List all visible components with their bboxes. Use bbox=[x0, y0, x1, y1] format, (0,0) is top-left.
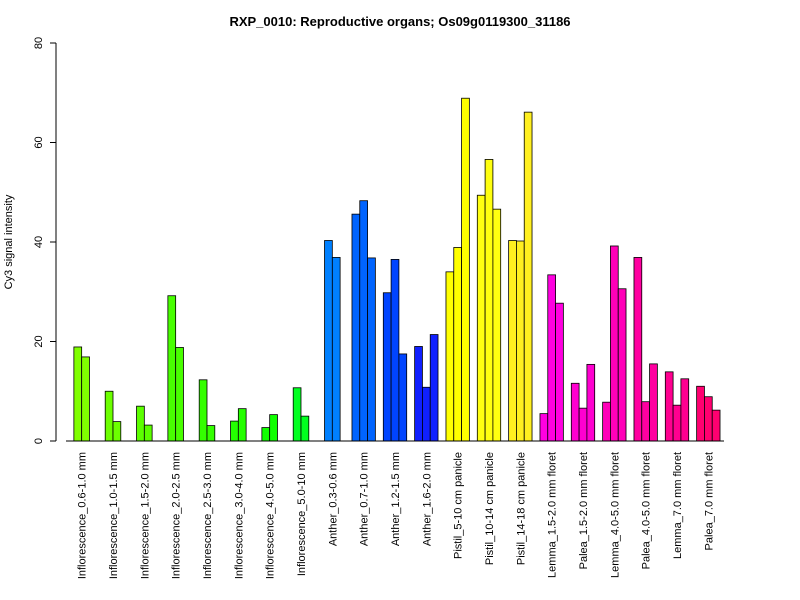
bar bbox=[104, 390, 114, 442]
x-tick-label: Palea_7.0 mm floret bbox=[703, 452, 715, 550]
x-tick-label: Lemma_4.0-5.0 mm floret bbox=[609, 452, 621, 578]
x-tick-label: Anther_0.7-1.0 mm bbox=[359, 452, 371, 546]
bar bbox=[429, 334, 439, 442]
bar bbox=[570, 382, 580, 442]
bar bbox=[390, 259, 400, 442]
bar bbox=[445, 271, 455, 442]
bar bbox=[143, 424, 153, 442]
bar bbox=[492, 208, 502, 442]
bar bbox=[230, 420, 239, 442]
bar bbox=[331, 257, 341, 442]
bar bbox=[649, 363, 658, 442]
bar bbox=[206, 425, 216, 442]
bar bbox=[367, 257, 376, 442]
x-tick-label: Lemma_7.0 mm floret bbox=[672, 452, 684, 559]
x-tick-label: Inflorescence_5.0-10 mm bbox=[296, 452, 308, 576]
bar bbox=[351, 213, 361, 442]
x-tick-label: Palea_1.5-2.0 mm floret bbox=[578, 452, 590, 569]
bar bbox=[300, 415, 310, 442]
bar bbox=[555, 302, 564, 442]
bar bbox=[453, 247, 462, 442]
x-tick-label: Anther_1.2-1.5 mm bbox=[390, 452, 402, 546]
y-tick-label: 20 bbox=[33, 335, 45, 347]
bar bbox=[586, 363, 596, 442]
bar bbox=[508, 240, 517, 442]
bar bbox=[547, 274, 556, 442]
bar bbox=[711, 409, 721, 442]
bar bbox=[382, 292, 392, 442]
bars-layer bbox=[73, 97, 721, 442]
bar bbox=[704, 396, 713, 442]
bar bbox=[484, 159, 494, 442]
chart-title: RXP_0010: Reproductive organs; Os09g0119… bbox=[229, 14, 570, 29]
bar bbox=[398, 353, 408, 442]
y-tick-label: 0 bbox=[33, 438, 45, 444]
bar bbox=[324, 240, 333, 442]
y-axis: 0 20 40 60 80 bbox=[33, 37, 57, 444]
bar bbox=[237, 408, 247, 442]
bar bbox=[476, 194, 486, 442]
x-tick-label: Inflorescence_4.0-5.0 mm bbox=[265, 452, 277, 579]
bar bbox=[167, 295, 177, 442]
bar bbox=[422, 386, 431, 442]
bar bbox=[680, 378, 690, 442]
bar bbox=[578, 407, 588, 442]
bar bbox=[198, 379, 208, 442]
category-labels: Inflorescence_0.6-1.0 mm Inflorescence_1.… bbox=[77, 452, 716, 579]
x-tick-label: Inflorescence_2.5-3.0 mm bbox=[202, 452, 214, 579]
x-tick-label: Inflorescence_0.6-1.0 mm bbox=[77, 452, 89, 579]
bar bbox=[414, 346, 423, 442]
x-tick-label: Lemma_1.5-2.0 mm floret bbox=[547, 452, 559, 578]
bar bbox=[617, 288, 627, 442]
bar bbox=[696, 385, 705, 442]
y-axis-label: Cy3 signal intensity bbox=[3, 194, 15, 289]
x-tick-label: Inflorescence_1.5-2.0 mm bbox=[139, 452, 151, 579]
bar bbox=[672, 404, 682, 442]
bar bbox=[610, 245, 619, 442]
x-tick-label: Palea_4.0-5.0 mm floret bbox=[641, 452, 653, 569]
bar bbox=[81, 356, 90, 442]
bar bbox=[602, 401, 611, 442]
bar bbox=[136, 405, 145, 442]
x-tick-label: Inflorescence_3.0-4.0 mm bbox=[233, 452, 245, 579]
bar bbox=[664, 371, 674, 442]
x-tick-label: Inflorescence_1.0-1.5 mm bbox=[108, 452, 120, 579]
bar bbox=[359, 200, 368, 442]
bar bbox=[641, 401, 650, 442]
x-tick-label: Pistil_14-18 cm panicle bbox=[515, 452, 527, 565]
bar bbox=[112, 421, 122, 442]
bar bbox=[633, 257, 643, 442]
bar bbox=[523, 111, 533, 442]
x-tick-label: Inflorescence_2.0-2.5 mm bbox=[171, 452, 183, 579]
bar bbox=[461, 97, 470, 442]
y-tick-label: 80 bbox=[33, 37, 45, 49]
bar bbox=[516, 240, 525, 442]
x-tick-label: Pistil_5-10 cm panicle bbox=[453, 452, 465, 559]
x-tick-label: Anther_0.3-0.6 mm bbox=[327, 452, 339, 546]
bar bbox=[261, 427, 271, 442]
bar bbox=[175, 347, 184, 442]
bar bbox=[269, 414, 278, 442]
x-tick-label: Pistil_10-14 cm panicle bbox=[484, 452, 496, 565]
y-tick-label: 60 bbox=[33, 136, 45, 148]
bar bbox=[292, 387, 302, 442]
bar bbox=[73, 346, 83, 442]
y-tick-label: 40 bbox=[33, 236, 45, 248]
x-tick-label: Anther_1.6-2.0 mm bbox=[421, 452, 433, 546]
bar bbox=[539, 413, 549, 442]
